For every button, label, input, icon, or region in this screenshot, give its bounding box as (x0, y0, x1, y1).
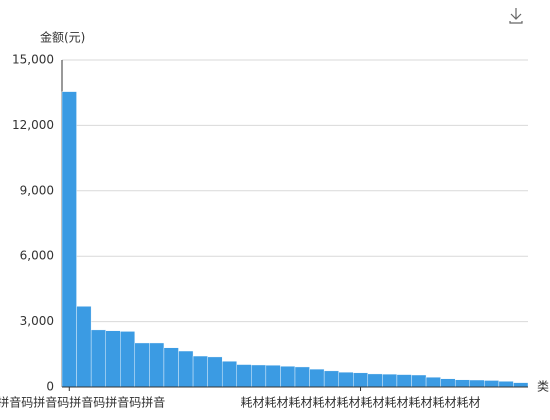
bar (454, 379, 470, 388)
bar (192, 355, 208, 388)
bar (309, 368, 325, 388)
download-icon[interactable] (509, 8, 523, 24)
bar (396, 374, 412, 388)
bar (484, 380, 500, 388)
y-tick-label: 15,000 (12, 53, 54, 67)
bar (440, 378, 456, 388)
bar (134, 342, 150, 388)
bar (251, 364, 267, 388)
bar (207, 356, 223, 388)
x-tick-label: 耗材耗材耗材耗材耗材耗材耗材耗材耗材耗材 (241, 396, 481, 410)
bar (265, 365, 281, 388)
bar (163, 347, 179, 388)
bar (105, 330, 121, 388)
bar (221, 361, 237, 388)
bar (323, 370, 339, 388)
y-tick-label: 12,000 (12, 118, 54, 132)
bar (178, 350, 194, 388)
y-tick-label: 3,000 (20, 314, 54, 328)
bar (382, 373, 398, 388)
bar (367, 373, 383, 388)
bar (353, 372, 369, 388)
x-tick-label: 音码拼音码拼音码拼音码拼音码拼音 (0, 395, 165, 410)
bar (338, 371, 354, 388)
bar (236, 364, 252, 388)
y-tick-label: 0 (46, 380, 54, 394)
bar (76, 306, 92, 388)
x-axis-label: 类 (537, 380, 549, 394)
bar (120, 331, 136, 388)
bar (90, 329, 106, 388)
y-tick-label: 6,000 (20, 249, 54, 263)
bar (149, 342, 165, 388)
bar (280, 366, 296, 388)
bar (411, 374, 427, 388)
bar (294, 366, 310, 388)
bar (61, 91, 77, 388)
y-tick-label: 9,000 (20, 183, 54, 197)
bar (498, 381, 514, 388)
bar (513, 382, 529, 388)
y-axis-label: 金额(元) (40, 30, 85, 45)
bar (469, 379, 485, 388)
bar (425, 376, 441, 388)
